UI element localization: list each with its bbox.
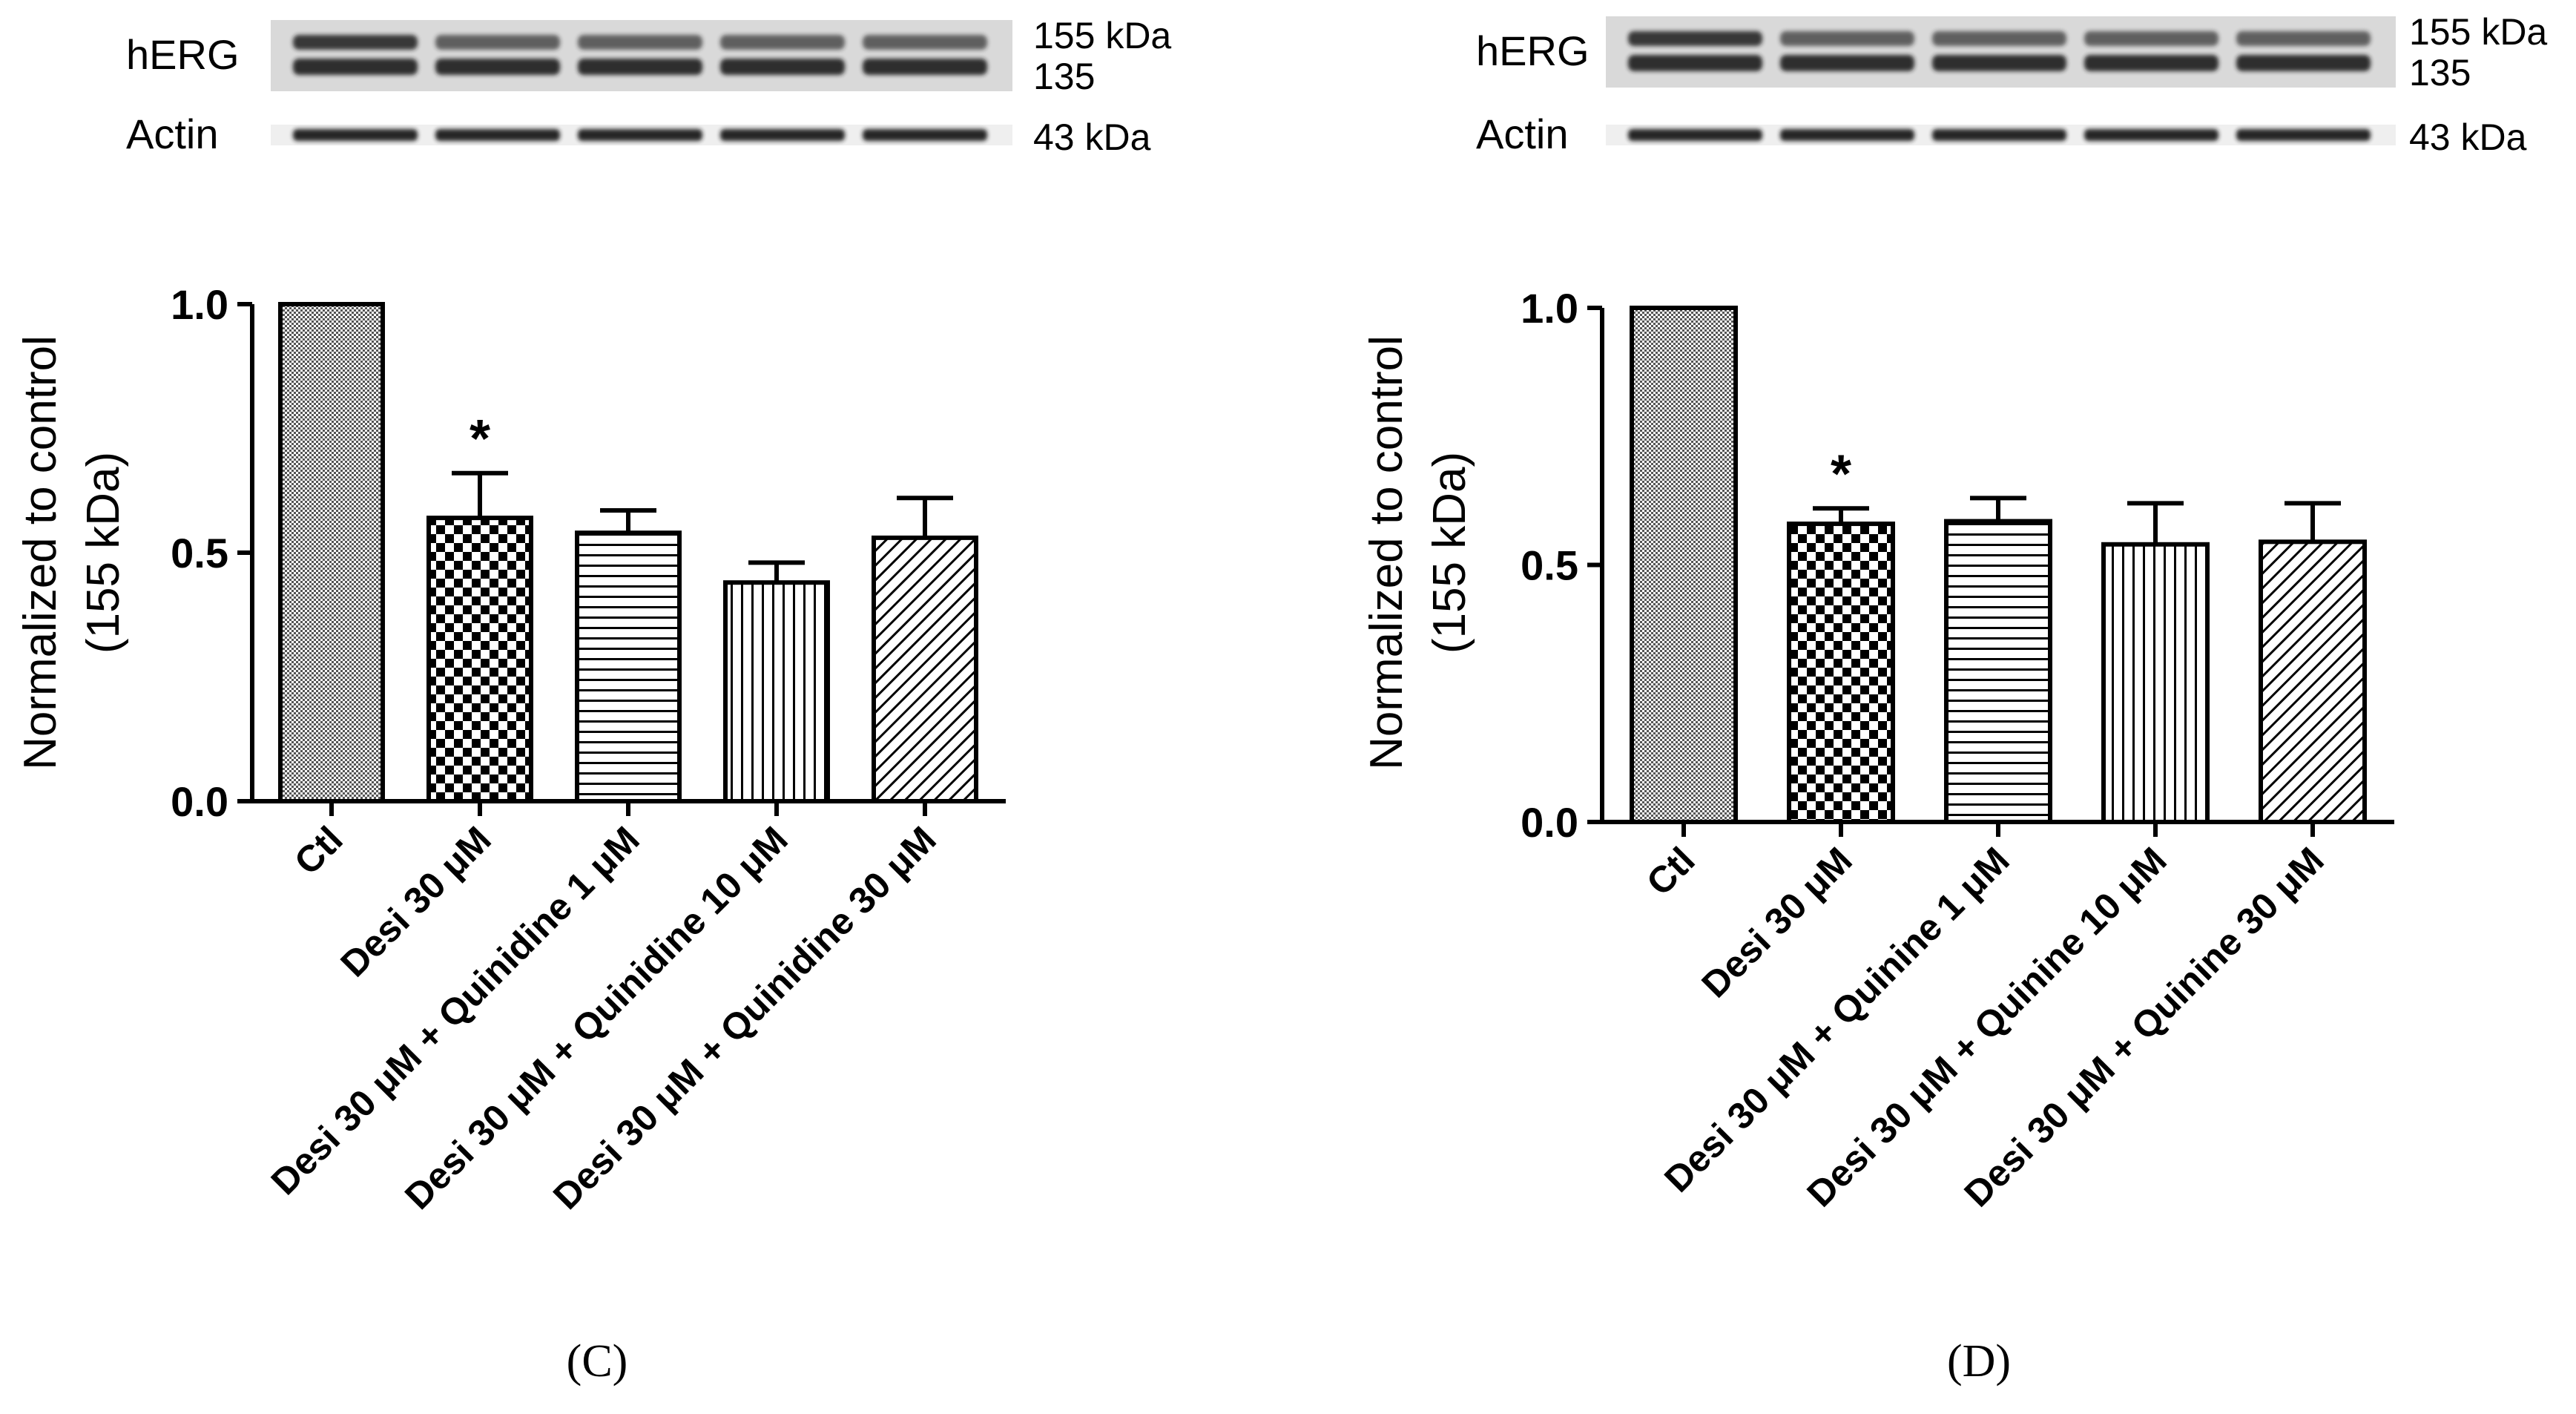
actin-band	[2084, 129, 2218, 141]
y-tick-label: 0.5	[1521, 542, 1578, 589]
bar-3	[1944, 519, 2052, 824]
herg-band-135	[1628, 55, 1762, 71]
herg-band-135	[293, 59, 418, 75]
herg-band-155	[2084, 31, 2218, 46]
y-axis-label-line2: (155 kDa)	[78, 452, 129, 654]
x-category-label: Ctl	[1638, 839, 1703, 904]
bar-5	[2259, 539, 2367, 824]
herg-band-135	[2236, 55, 2371, 71]
marker-135: 135	[2409, 52, 2471, 93]
bar-5	[872, 535, 978, 804]
marker-135: 135	[1033, 56, 1095, 97]
herg-band-135	[1780, 55, 1914, 71]
panel-caption: (D)	[1947, 1336, 2011, 1387]
bar-4	[2101, 542, 2210, 825]
y-axis-label-line1: Normalized to control	[1361, 335, 1412, 770]
herg-band-135	[720, 59, 845, 75]
marker-43-kda: 43 kDa	[2409, 116, 2527, 158]
herg-band-155	[578, 35, 702, 50]
bar-4	[723, 580, 830, 803]
y-axis-label-line1: Normalized to control	[15, 335, 66, 770]
blot-row-label-herg: hERG	[126, 31, 240, 78]
actin-band	[863, 129, 987, 141]
herg-band-135	[435, 59, 560, 75]
herg-band-135	[578, 59, 702, 75]
actin-band	[1932, 129, 2066, 141]
actin-band	[720, 129, 845, 141]
herg-band-155	[863, 35, 987, 50]
herg-band-155	[1932, 31, 2066, 46]
herg-band-135	[863, 59, 987, 75]
herg-band-155	[1780, 31, 1914, 46]
bar-1	[1630, 306, 1738, 824]
significance-asterisk: *	[1831, 444, 1851, 504]
y-axis-label-line2: (155 kDa)	[1424, 452, 1475, 654]
y-tick-label: 0.0	[1521, 799, 1578, 846]
marker-43-kda: 43 kDa	[1033, 116, 1151, 158]
y-tick-label: 0.0	[171, 778, 228, 825]
blot-row-label-actin: Actin	[126, 111, 219, 157]
y-tick-label: 1.0	[171, 281, 228, 328]
x-category-label: Desi 30 μM	[1693, 839, 1859, 1005]
bar-3	[575, 530, 682, 803]
herg-band-155	[1628, 31, 1762, 46]
bar-2	[426, 516, 533, 803]
blot-row-label-herg: hERG	[1476, 27, 1590, 74]
bar-1	[278, 302, 385, 803]
marker-155-kda: 155 kDa	[2409, 11, 2547, 53]
blot-row-label-actin: Actin	[1476, 111, 1569, 157]
bar-2	[1787, 522, 1895, 824]
herg-band-135	[2084, 55, 2218, 71]
marker-155-kda: 155 kDa	[1033, 15, 1171, 56]
actin-band	[435, 129, 560, 141]
herg-band-155	[720, 35, 845, 50]
herg-blot-strip	[1606, 16, 2396, 88]
actin-band	[1780, 129, 1914, 141]
x-category-label: Ctl	[286, 818, 351, 883]
actin-band	[1628, 129, 1762, 141]
significance-asterisk: *	[470, 410, 490, 469]
panel-caption: (C)	[567, 1336, 628, 1387]
actin-band	[293, 129, 418, 141]
actin-band	[578, 129, 702, 141]
y-tick-label: 0.5	[171, 530, 228, 576]
herg-band-155	[435, 35, 560, 50]
x-category-label: Desi 30 μM	[332, 818, 498, 984]
x-category-label: Desi 30 μM + Quinine 1 μM	[1656, 839, 2017, 1200]
herg-band-135	[1932, 55, 2066, 71]
y-tick-label: 1.0	[1521, 285, 1578, 332]
herg-band-155	[293, 35, 418, 50]
actin-band	[2236, 129, 2371, 141]
herg-band-155	[2236, 31, 2371, 46]
herg-blot-strip	[271, 20, 1012, 91]
